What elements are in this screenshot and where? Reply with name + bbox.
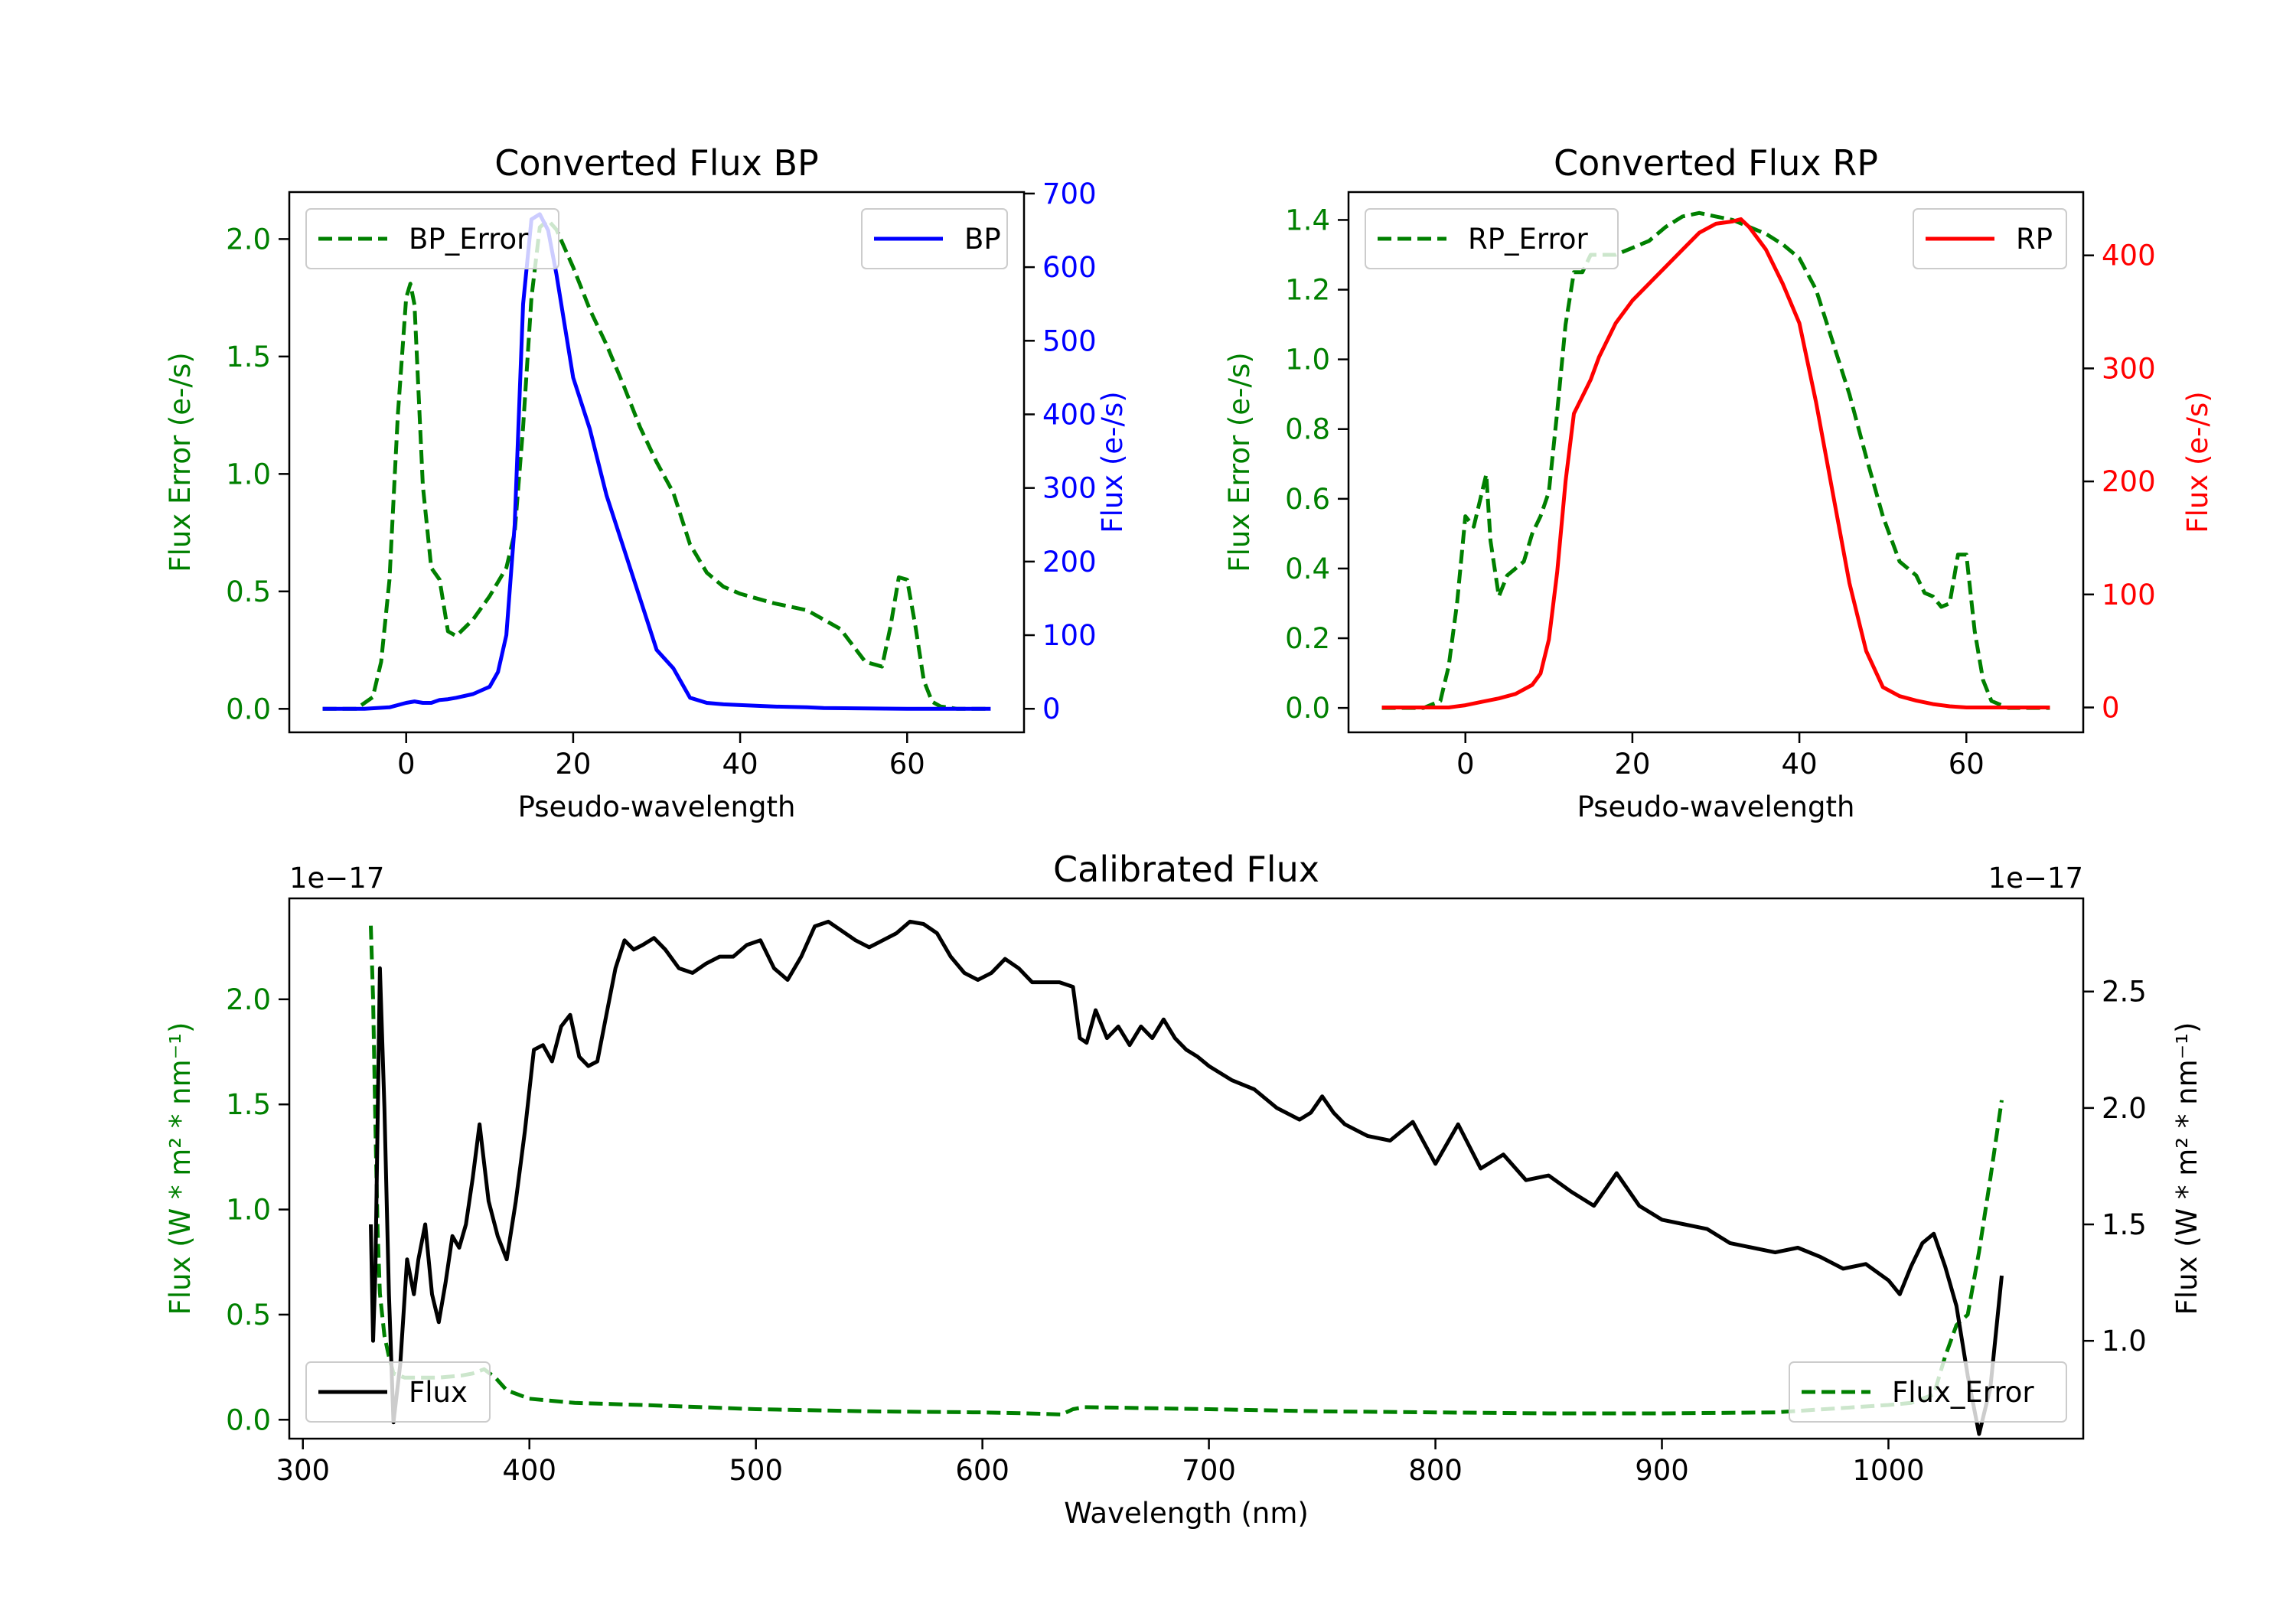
legend-label: RP_Error — [1468, 223, 1588, 256]
x-tick-label: 60 — [1949, 748, 1985, 781]
x-tick-label: 900 — [1635, 1454, 1689, 1487]
legend-label: Flux — [409, 1376, 468, 1409]
y-left-offset-label: 1e−17 — [289, 862, 384, 895]
x-tick-label: 600 — [955, 1454, 1009, 1487]
legend-label: BP_Error — [409, 223, 529, 256]
x-tick-label: 500 — [729, 1454, 783, 1487]
y-left-tick-label: 0.8 — [1285, 413, 1330, 446]
legend-bp-error: BP_Error — [305, 208, 559, 269]
y-right-tick-label: 100 — [2102, 579, 2156, 611]
y-right-tick-label: 400 — [1042, 398, 1097, 431]
y-right-axis-label: Flux (W * m² * nm⁻¹) — [2170, 1022, 2203, 1315]
legend-bp: BP — [861, 208, 1008, 269]
x-tick-label: 20 — [555, 748, 591, 781]
legend-flux: Flux — [305, 1361, 491, 1423]
y-right-tick-label: 1.0 — [2102, 1325, 2147, 1358]
y-right-tick-label: 500 — [1042, 324, 1097, 357]
x-tick-label: 40 — [1782, 748, 1818, 781]
y-left-tick-label: 0.0 — [226, 693, 271, 725]
chart-rp: 0 20 40 60 0.0 0.2 0.4 0.6 0.8 1.0 1.2 1.4 0 100 200 30… — [1223, 142, 2214, 823]
y-right-tick-label: 0 — [2102, 692, 2120, 725]
y-left-tick-label: 0.0 — [1285, 692, 1330, 725]
chart-title: Converted Flux BP — [494, 142, 819, 184]
x-axis-label: Pseudo-wavelength — [1577, 790, 1855, 823]
x-tick-label: 0 — [397, 748, 416, 781]
series-line-bp — [322, 212, 991, 711]
y-left-tick-label: 1.0 — [1285, 344, 1330, 376]
legend-label: BP — [964, 223, 1001, 256]
y-right-offset-label: 1e−17 — [1988, 862, 2083, 895]
y-left-tick-label: 0.6 — [1285, 483, 1330, 516]
series-line-bp-error — [322, 218, 991, 711]
series-line-rp — [1381, 217, 2050, 709]
y-right-tick-label: 600 — [1042, 251, 1097, 284]
y-left-tick-label: 0.5 — [226, 1299, 271, 1332]
y-right-tick-label: 300 — [1042, 472, 1097, 505]
x-tick-label: 60 — [889, 748, 925, 781]
y-left-tick-label: 2.0 — [226, 223, 271, 256]
legend-box — [1789, 1361, 2067, 1423]
series-line-flux — [369, 919, 2004, 1436]
x-tick-label: 0 — [1456, 748, 1475, 781]
x-tick-label: 1000 — [1852, 1454, 1924, 1487]
legend-label: Flux_Error — [1892, 1376, 2034, 1409]
y-right-tick-label: 300 — [2102, 352, 2156, 385]
y-left-tick-label: 0.5 — [226, 575, 271, 608]
y-left-tick-label: 0.4 — [1285, 553, 1330, 585]
chart-bp: 0 20 40 60 0.0 0.5 1.0 1.5 2.0 0 100 200 300 400 500 60… — [164, 142, 1129, 823]
x-tick-label: 700 — [1182, 1454, 1236, 1487]
chart-title: Converted Flux RP — [1554, 142, 1878, 184]
y-right-axis-label: Flux (e-/s) — [2181, 391, 2214, 533]
y-left-tick-label: 1.5 — [226, 1088, 271, 1121]
legend-box — [305, 1361, 491, 1423]
y-right-tick-label: 1.5 — [2102, 1208, 2147, 1241]
y-right-tick-label: 200 — [2102, 465, 2156, 498]
y-right-tick-label: 700 — [1042, 178, 1097, 210]
axes-frame — [288, 897, 2085, 1440]
y-left-tick-label: 1.4 — [1285, 204, 1330, 236]
y-left-tick-label: 0.2 — [1285, 622, 1330, 655]
legend-box — [1365, 208, 1619, 269]
y-left-tick-label: 1.2 — [1285, 274, 1330, 307]
y-right-tick-label: 400 — [2102, 240, 2156, 272]
y-right-tick-label: 2.0 — [2102, 1092, 2147, 1125]
y-right-axis-label: Flux (e-/s) — [1096, 391, 1129, 533]
y-left-axis-label: Flux Error (e-/s) — [1223, 352, 1256, 572]
y-left-tick-label: 1.0 — [226, 458, 271, 491]
y-left-axis-label: Flux Error (e-/s) — [164, 352, 197, 572]
x-tick-label: 400 — [502, 1454, 556, 1487]
y-left-tick-label: 1.0 — [226, 1194, 271, 1227]
y-right-tick-label: 2.5 — [2102, 976, 2147, 1009]
y-left-tick-label: 1.5 — [226, 341, 271, 373]
y-right-tick-label: 100 — [1042, 619, 1097, 652]
axes-frame — [1347, 191, 2085, 734]
y-right-tick-label: 0 — [1042, 693, 1061, 725]
legend-flux-error: Flux_Error — [1789, 1361, 2067, 1423]
axes-frame — [288, 191, 1026, 734]
chart-cal: 300 400 500 600 700 800 900 1000 0.0 0.5 1.0 1.5 2.0… — [164, 849, 2203, 1530]
x-tick-label: 800 — [1408, 1454, 1463, 1487]
y-left-tick-label: 0.0 — [226, 1403, 271, 1436]
y-right-tick-label: 200 — [1042, 546, 1097, 579]
legend-box — [305, 208, 559, 269]
legend-rp-error: RP_Error — [1365, 208, 1619, 269]
series-line-rp-error — [1381, 210, 2050, 710]
x-tick-label: 300 — [276, 1454, 330, 1487]
chart-title: Calibrated Flux — [1053, 849, 1319, 890]
y-left-tick-label: 2.0 — [226, 983, 271, 1016]
x-axis-label: Pseudo-wavelength — [518, 790, 796, 823]
x-axis-label: Wavelength (nm) — [1064, 1497, 1309, 1530]
legend-label: RP — [2016, 223, 2053, 256]
y-left-axis-label: Flux (W * m² * nm⁻¹) — [164, 1022, 197, 1315]
x-tick-label: 40 — [722, 748, 758, 781]
x-tick-label: 20 — [1614, 748, 1650, 781]
legend-rp: RP — [1913, 208, 2067, 269]
